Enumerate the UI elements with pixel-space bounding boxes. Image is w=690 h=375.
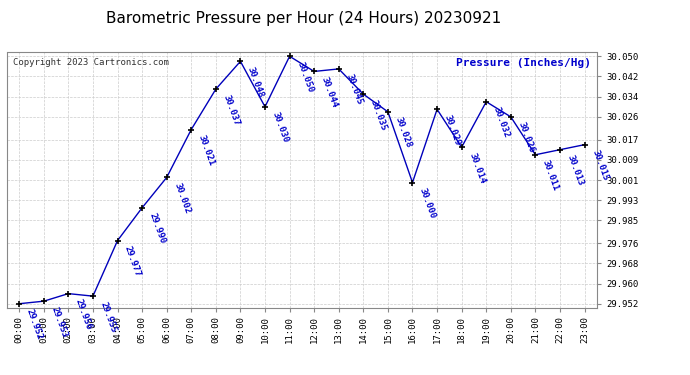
Text: 30.048: 30.048 <box>246 66 266 99</box>
Text: 30.029: 30.029 <box>442 114 462 147</box>
Text: 30.011: 30.011 <box>541 159 560 192</box>
Text: 30.013: 30.013 <box>566 154 585 187</box>
Text: 30.000: 30.000 <box>418 187 437 220</box>
Text: 30.030: 30.030 <box>270 111 290 144</box>
Text: 29.953: 29.953 <box>49 305 69 339</box>
Text: 30.045: 30.045 <box>344 73 364 106</box>
Text: 30.002: 30.002 <box>172 182 192 215</box>
Text: 30.028: 30.028 <box>393 116 413 149</box>
Text: 29.990: 29.990 <box>148 212 167 245</box>
Text: 30.015: 30.015 <box>590 149 609 182</box>
Text: 30.021: 30.021 <box>197 134 216 167</box>
Text: 30.044: 30.044 <box>319 76 339 109</box>
Text: 30.032: 30.032 <box>492 106 511 139</box>
Text: Copyright 2023 Cartronics.com: Copyright 2023 Cartronics.com <box>13 58 168 67</box>
Text: 30.050: 30.050 <box>295 60 315 94</box>
Text: 29.956: 29.956 <box>74 298 93 331</box>
Text: Pressure (Inches/Hg): Pressure (Inches/Hg) <box>456 58 591 68</box>
Text: 30.035: 30.035 <box>369 98 388 132</box>
Text: Barometric Pressure per Hour (24 Hours) 20230921: Barometric Pressure per Hour (24 Hours) … <box>106 11 501 26</box>
Text: 29.977: 29.977 <box>123 245 143 278</box>
Text: 29.955: 29.955 <box>99 300 118 334</box>
Text: 29.952: 29.952 <box>25 308 44 341</box>
Text: 30.037: 30.037 <box>221 93 241 127</box>
Text: 30.014: 30.014 <box>467 152 486 185</box>
Text: 30.026: 30.026 <box>516 121 536 154</box>
